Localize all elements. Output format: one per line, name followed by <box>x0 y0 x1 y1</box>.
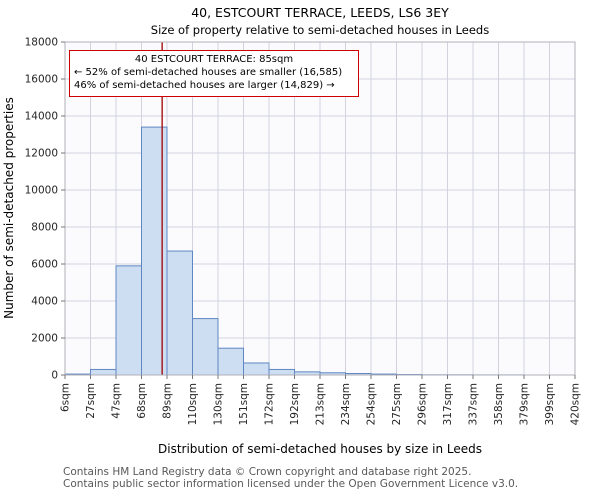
x-tick-label: 110sqm <box>187 383 199 425</box>
x-tick-label: 68sqm <box>136 383 148 419</box>
x-tick-label: 317sqm <box>442 383 454 425</box>
x-tick-label: 6sqm <box>60 383 72 412</box>
y-axis-label: Number of semi-detached properties <box>2 97 16 319</box>
histogram-bar <box>268 368 295 376</box>
x-tick-label: 27sqm <box>85 383 97 419</box>
x-tick-label: 358sqm <box>493 383 505 425</box>
x-tick-label: 296sqm <box>417 383 429 425</box>
x-tick-label: 399sqm <box>544 383 556 425</box>
x-tick-label: 151sqm <box>238 383 250 425</box>
y-tick-label: 2000 <box>31 333 58 345</box>
plot-generated-layer: 0 2000 4000 6000 8000 10000 12000 14000 16000 180… <box>25 37 582 426</box>
footer-attribution-hmlr: Contains HM Land Registry data © Crown c… <box>63 466 472 478</box>
x-tick-label: 275sqm <box>391 383 403 425</box>
histogram-bar <box>217 347 244 376</box>
y-tick-label: 0 <box>51 370 58 382</box>
x-tick-label: 130sqm <box>213 383 225 425</box>
footer-attribution-ogl: Contains public sector information licen… <box>63 478 519 490</box>
histogram-bar <box>115 265 142 376</box>
annotation-box: 40 ESTCOURT TERRACE: 85sqm ← 52% of semi… <box>69 50 359 97</box>
x-tick-label: 192sqm <box>289 383 301 425</box>
chart-title: 40, ESTCOURT TERRACE, LEEDS, LS6 3EY <box>191 5 449 20</box>
x-tick-label: 89sqm <box>162 383 174 419</box>
chart-subtitle: Size of property relative to semi-detach… <box>150 23 490 37</box>
y-tick-label: 6000 <box>31 259 58 271</box>
x-tick-label: 379sqm <box>519 383 531 425</box>
y-tick-label: 8000 <box>31 222 58 234</box>
x-tick-label: 420sqm <box>570 383 582 425</box>
annotation-title: 40 ESTCOURT TERRACE: 85sqm <box>134 54 294 65</box>
histogram-bar <box>90 368 117 376</box>
histogram-bar <box>166 250 193 376</box>
annotation-smaller-text: ← 52% of semi-detached houses are smalle… <box>74 67 343 79</box>
y-tick-label: 4000 <box>31 296 58 308</box>
histogram-bar <box>243 362 270 376</box>
y-tick-label: 12000 <box>25 148 58 160</box>
y-tick-label: 16000 <box>25 74 58 86</box>
histogram-bar <box>192 318 219 376</box>
x-tick-label: 234sqm <box>340 383 352 425</box>
y-tick-label: 14000 <box>25 111 58 123</box>
x-axis-label: Distribution of semi-detached houses by … <box>158 442 482 456</box>
x-tick-label: 213sqm <box>315 383 327 425</box>
annotation-larger-text: 46% of semi-detached houses are larger (… <box>74 80 335 92</box>
x-tick-label: 337sqm <box>468 383 480 425</box>
x-tick-label: 47sqm <box>111 383 123 419</box>
y-tick-label: 10000 <box>25 185 58 197</box>
x-tick-label: 172sqm <box>264 383 276 425</box>
histogram-bar <box>141 126 168 376</box>
y-tick-label: 18000 <box>25 37 58 49</box>
x-tick-label: 254sqm <box>366 383 378 425</box>
